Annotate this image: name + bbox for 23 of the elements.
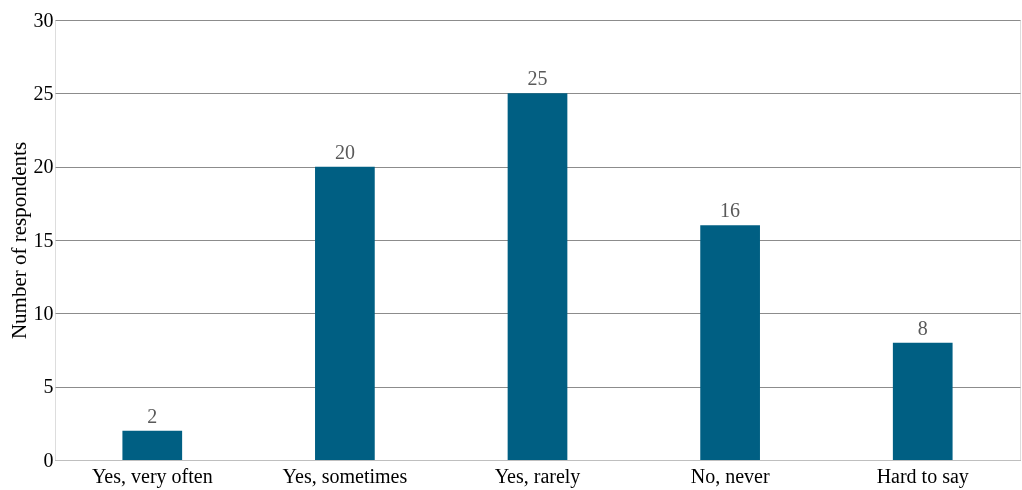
y-tick-label: 0 [43, 448, 54, 471]
y-tick-label: 25 [33, 81, 54, 104]
y-tick-label: 5 [43, 375, 54, 398]
data-label: 20 [334, 140, 355, 163]
data-label: 25 [527, 67, 548, 90]
bar [122, 430, 183, 460]
data-label: 2 [147, 404, 158, 427]
data-label: 16 [720, 199, 741, 222]
bar [507, 93, 568, 460]
y-tick-label: 30 [33, 8, 54, 31]
x-tick-label: Yes, rarely [494, 464, 581, 488]
bar [892, 342, 953, 460]
x-tick-label: Yes, sometimes [282, 464, 408, 487]
y-tick-label: 10 [33, 301, 54, 324]
x-tick-label: Hard to say [876, 464, 969, 488]
y-tick-label: 20 [33, 155, 54, 178]
bar [315, 166, 375, 460]
x-tick-label: No, never [690, 464, 770, 487]
x-tick-label: Yes, very often [91, 464, 213, 488]
y-axis-title: Number of respondents [6, 141, 31, 340]
data-label: 8 [917, 316, 928, 339]
y-tick-label: 15 [33, 228, 54, 251]
bar [700, 225, 760, 460]
